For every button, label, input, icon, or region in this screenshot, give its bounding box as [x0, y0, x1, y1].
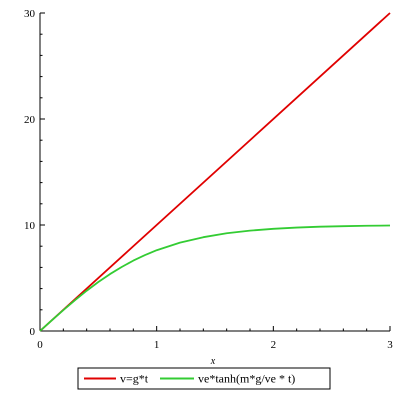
series-line-2 [39, 224, 391, 332]
x-axis-label: x [210, 356, 216, 367]
x-tick-label: 3 [387, 339, 393, 351]
x-tick-label: 0 [37, 339, 43, 351]
series-layer [39, 12, 391, 332]
axes: 0 10 20 30 0 1 2 3 [24, 8, 393, 351]
y-tick-label: 20 [24, 114, 36, 126]
y-tick-label: 30 [24, 8, 36, 20]
x-tick-label: 2 [271, 339, 277, 351]
legend-label-2: ve*tanh(m*g/ve * t) [198, 372, 295, 386]
x-tick-label: 1 [154, 339, 160, 351]
series-line-1 [39, 12, 391, 332]
y-tick-label: 10 [24, 220, 36, 232]
y-tick-label: 0 [30, 326, 36, 338]
legend: v=g*t ve*tanh(m*g/ve * t) [77, 367, 331, 390]
legend-box [77, 367, 331, 390]
legend-label-1: v=g*t [120, 372, 149, 386]
